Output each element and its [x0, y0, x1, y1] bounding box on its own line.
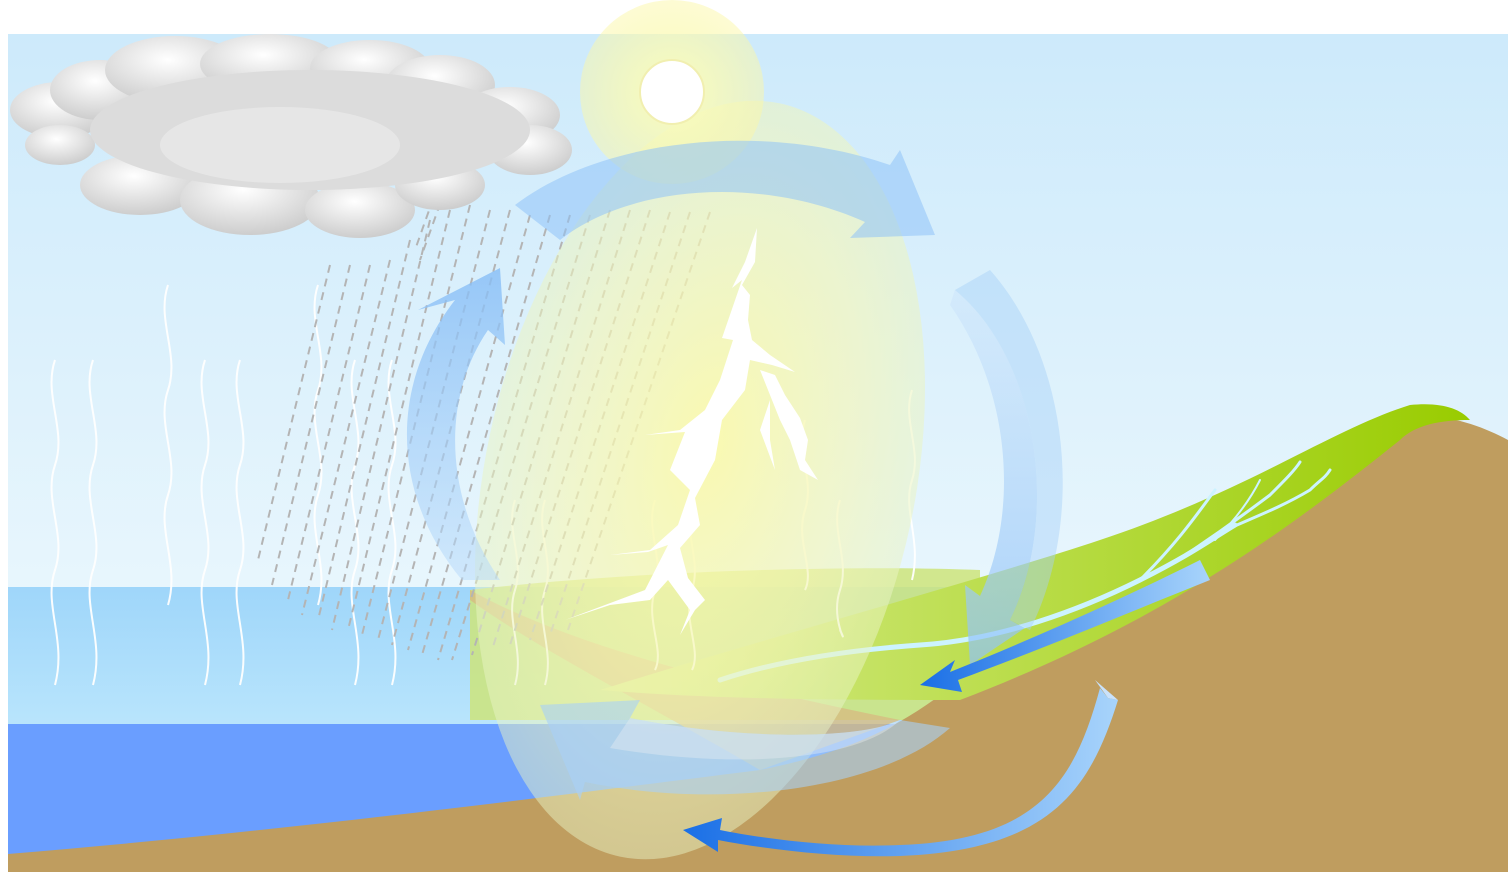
cycle-arrows — [406, 140, 1063, 800]
arrow-right — [950, 290, 1038, 665]
arrow-top — [515, 140, 935, 240]
arrow-left — [406, 268, 505, 580]
surface-runoff-arrow — [920, 560, 1210, 692]
lightning — [565, 228, 818, 635]
runoff-arrows — [683, 560, 1210, 857]
sun — [639, 59, 705, 125]
groundwater-arrow — [683, 688, 1118, 857]
rain-cloud — [10, 34, 572, 238]
arrow-bottom — [540, 700, 950, 800]
